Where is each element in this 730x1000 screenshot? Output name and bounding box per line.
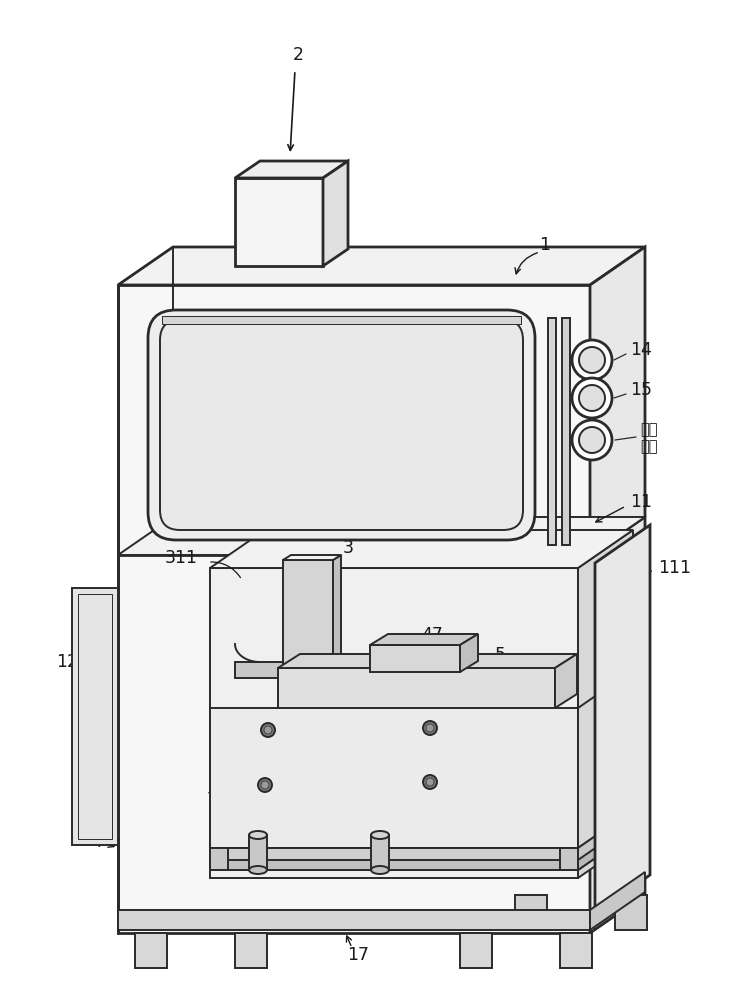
Circle shape [258,778,272,792]
Polygon shape [562,318,570,545]
Polygon shape [118,247,645,285]
Text: 17: 17 [347,946,369,964]
Text: 测试: 测试 [640,422,658,438]
Polygon shape [460,634,478,672]
Polygon shape [515,895,547,930]
FancyBboxPatch shape [160,320,523,530]
Text: 31: 31 [337,503,359,521]
Text: 5: 5 [494,646,505,664]
Circle shape [261,781,269,789]
Text: 12: 12 [56,653,78,671]
Polygon shape [72,588,118,845]
Circle shape [426,724,434,732]
Circle shape [579,385,605,411]
Polygon shape [210,530,633,568]
Polygon shape [283,555,341,560]
Polygon shape [283,560,333,670]
Text: 开关: 开关 [640,440,658,454]
Circle shape [572,340,612,380]
Text: 14: 14 [630,341,652,359]
Circle shape [423,721,437,735]
Polygon shape [118,285,590,933]
Ellipse shape [371,866,389,874]
Text: 4: 4 [91,833,102,851]
Polygon shape [235,161,348,178]
Polygon shape [578,530,633,878]
Polygon shape [323,161,348,266]
Polygon shape [371,835,389,870]
Polygon shape [560,848,578,870]
Text: 2: 2 [293,46,304,64]
Polygon shape [333,555,341,670]
Text: 52: 52 [477,711,499,729]
Polygon shape [560,933,592,968]
Polygon shape [249,835,267,870]
Polygon shape [135,933,167,968]
Polygon shape [578,670,633,848]
Circle shape [572,420,612,460]
Ellipse shape [249,831,267,839]
Circle shape [572,378,612,418]
Circle shape [579,427,605,453]
Polygon shape [555,654,577,708]
Text: 311: 311 [165,549,198,567]
Polygon shape [460,933,492,968]
Polygon shape [210,848,578,870]
Circle shape [579,347,605,373]
Polygon shape [578,822,633,870]
Ellipse shape [249,866,267,874]
Polygon shape [210,708,578,848]
Circle shape [261,723,275,737]
Circle shape [423,775,437,789]
Text: 3: 3 [342,539,353,557]
Polygon shape [235,178,323,266]
Polygon shape [210,848,228,870]
Text: 1: 1 [539,236,550,254]
Polygon shape [615,895,647,930]
Polygon shape [590,872,645,930]
Text: 15: 15 [630,381,652,399]
Polygon shape [210,860,578,870]
Polygon shape [210,568,578,878]
Polygon shape [235,933,267,968]
Text: 21: 21 [237,179,259,197]
Polygon shape [235,662,381,678]
Polygon shape [370,634,478,645]
Text: 42: 42 [499,809,521,827]
Polygon shape [278,668,555,708]
Polygon shape [118,910,590,930]
Polygon shape [590,247,645,933]
Text: 47: 47 [421,626,443,644]
Text: 7: 7 [207,791,218,809]
Circle shape [264,726,272,734]
Polygon shape [370,645,460,672]
Text: 111: 111 [658,559,691,577]
Text: 11: 11 [630,493,652,511]
Polygon shape [548,318,556,545]
FancyBboxPatch shape [148,310,535,540]
Polygon shape [578,810,633,870]
Polygon shape [595,525,650,913]
Polygon shape [118,517,645,555]
Polygon shape [278,654,577,668]
Circle shape [426,778,434,786]
Polygon shape [162,316,521,324]
Text: 13: 13 [156,491,178,509]
Ellipse shape [371,831,389,839]
